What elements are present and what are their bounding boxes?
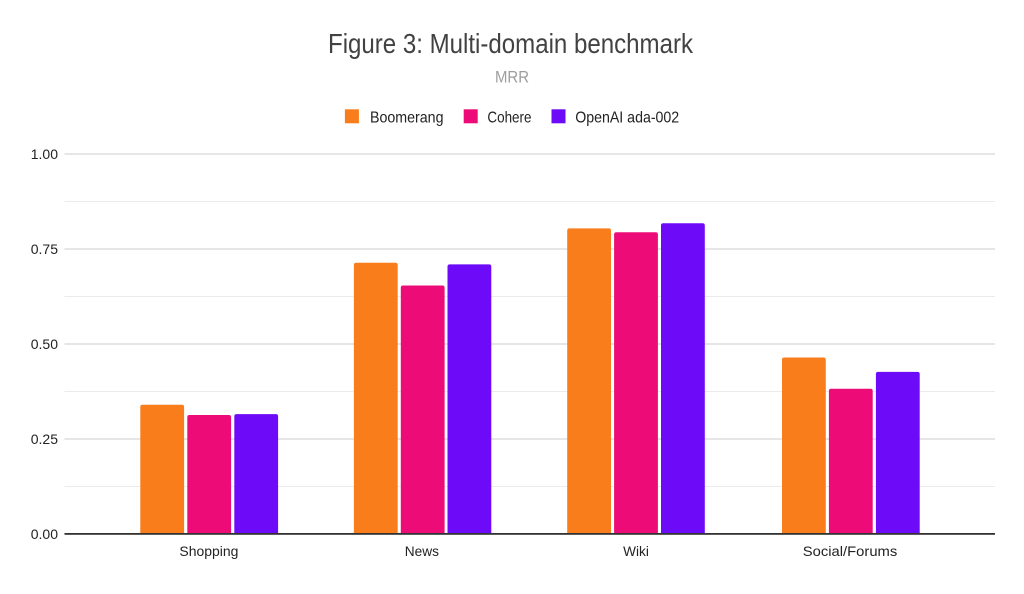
svg-text:0.75: 0.75 bbox=[31, 241, 58, 257]
svg-text:Social/Forums: Social/Forums bbox=[803, 543, 898, 559]
svg-text:OpenAI ada-002: OpenAI ada-002 bbox=[575, 109, 679, 126]
svg-text:0.50: 0.50 bbox=[31, 336, 58, 352]
svg-text:Wiki: Wiki bbox=[623, 543, 649, 559]
svg-text:MRR: MRR bbox=[495, 68, 529, 87]
svg-text:0.00: 0.00 bbox=[31, 526, 58, 542]
svg-text:Shopping: Shopping bbox=[179, 543, 238, 559]
svg-text:News: News bbox=[405, 543, 439, 559]
svg-text:Boomerang: Boomerang bbox=[370, 109, 444, 126]
svg-text:1.00: 1.00 bbox=[31, 146, 58, 162]
svg-text:Figure 3: Multi-domain benchma: Figure 3: Multi-domain benchmark bbox=[328, 28, 694, 59]
svg-text:0.25: 0.25 bbox=[31, 431, 58, 447]
svg-text:Cohere: Cohere bbox=[487, 109, 531, 126]
